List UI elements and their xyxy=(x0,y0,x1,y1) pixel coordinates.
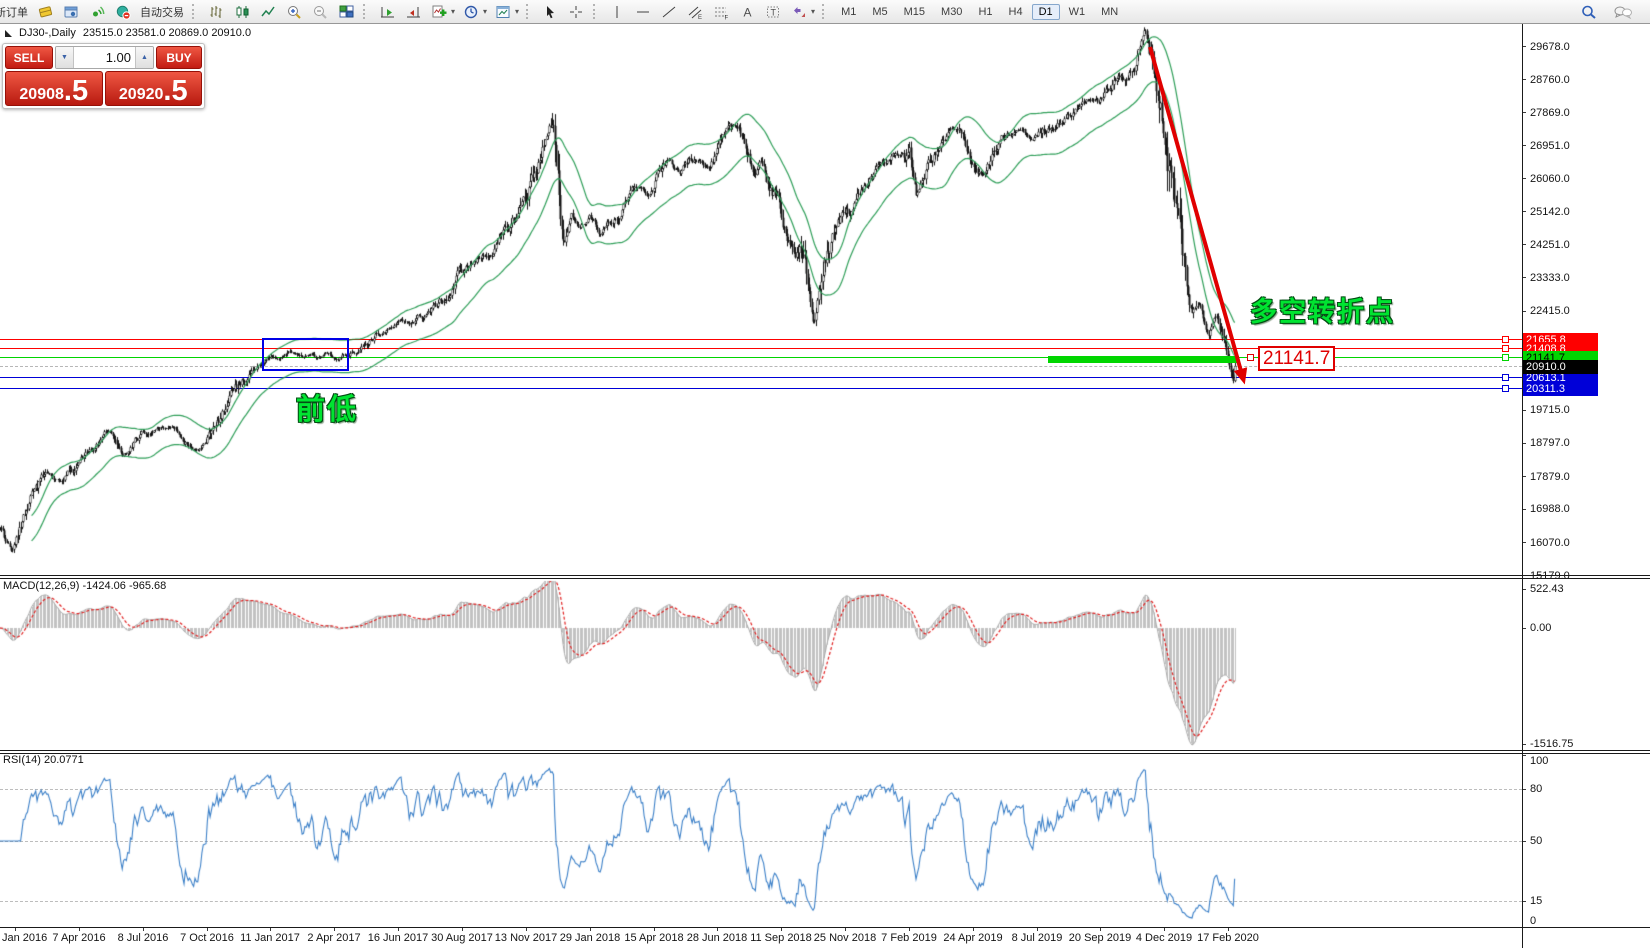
tile-windows-icon[interactable] xyxy=(334,2,358,22)
timeframe-m30[interactable]: M30 xyxy=(941,5,963,18)
sell-button[interactable]: SELL xyxy=(5,46,53,69)
chart-shift-icon[interactable] xyxy=(401,2,425,22)
channel-tool-icon[interactable]: E xyxy=(683,2,707,22)
svg-text:F: F xyxy=(724,15,728,20)
symbol-icon xyxy=(5,29,12,37)
volume-increase-button[interactable]: ▲ xyxy=(135,47,153,68)
auto-scroll-icon[interactable] xyxy=(375,2,399,22)
bid-frac: .5 xyxy=(63,75,89,108)
timeframe-d1[interactable]: D1 xyxy=(1031,3,1060,20)
text-label-tool-icon[interactable]: T xyxy=(761,2,785,22)
new-order-button[interactable]: 新订单 xyxy=(0,6,28,19)
trendline-tool-icon[interactable] xyxy=(657,2,681,22)
add-indicator-icon[interactable] xyxy=(427,2,451,22)
timeframe-mn[interactable]: MN xyxy=(1101,5,1119,18)
navigator-icon[interactable] xyxy=(59,2,83,22)
svg-text:E: E xyxy=(698,15,702,20)
bid-quote[interactable]: 20908 .5 xyxy=(5,71,103,106)
chart-title: DJ30-,Daily 23515.0 23581.0 20869.0 2091… xyxy=(5,27,251,39)
zoom-out-icon[interactable] xyxy=(308,2,332,22)
search-icon[interactable] xyxy=(1577,2,1601,22)
ask-quote[interactable]: 20920 .5 xyxy=(104,71,202,108)
svg-text:A: A xyxy=(743,5,751,19)
bar-chart-icon[interactable] xyxy=(204,2,228,22)
fibonacci-tool-icon[interactable]: F xyxy=(709,2,733,22)
main-toolbar: 新订单 自动交易 ▾ ▾ ▾ E F A T ▾ M1 M5 M15 M30 H1 H4 D… xyxy=(0,0,1650,24)
arrows-tool-icon[interactable] xyxy=(787,2,811,22)
volume-decrease-button[interactable]: ▼ xyxy=(56,47,74,68)
panel-separator[interactable] xyxy=(0,753,1650,754)
vertical-line-tool-icon[interactable] xyxy=(605,2,629,22)
terminal-signal-icon[interactable] xyxy=(85,2,109,22)
line-chart-icon[interactable] xyxy=(256,2,280,22)
rsi-label: RSI(14) 20.0771 xyxy=(3,754,84,766)
one-click-trading-panel: SELL ▼ 1.00 ▲ BUY 20908 .5 20920 .5 xyxy=(2,43,205,109)
volume-stepper: ▼ 1.00 ▲ xyxy=(55,46,154,69)
horizontal-line-tool-icon[interactable] xyxy=(631,2,655,22)
text-tool-icon[interactable]: A xyxy=(735,2,759,22)
panel-separator[interactable] xyxy=(0,575,1650,576)
toolbar-grip xyxy=(593,4,598,19)
panel-separator[interactable] xyxy=(0,750,1650,751)
chevron-down-icon[interactable]: ▾ xyxy=(451,7,456,16)
time-axis-line xyxy=(0,927,1650,928)
periods-clock-icon[interactable] xyxy=(459,2,483,22)
toolbar-grip xyxy=(192,4,197,19)
crosshair-icon[interactable] xyxy=(564,2,588,22)
timeframe-m5[interactable]: M5 xyxy=(872,5,888,18)
chevron-down-icon[interactable]: ▾ xyxy=(483,7,488,16)
toolbar-grip xyxy=(363,4,368,19)
price-axis-line[interactable] xyxy=(1522,23,1523,948)
timeframe-h4[interactable]: H4 xyxy=(1008,5,1023,18)
market-watch-icon[interactable] xyxy=(33,2,57,22)
timeframe-m15[interactable]: M15 xyxy=(903,5,926,18)
macd-label: MACD(12,26,9) -1424.06 -965.68 xyxy=(3,580,167,592)
template-icon[interactable] xyxy=(491,2,515,22)
timeframe-group: M1 M5 M15 M30 H1 H4 D1 W1 MN xyxy=(833,3,1126,20)
candlestick-chart-icon[interactable] xyxy=(230,2,254,22)
auto-trading-icon[interactable] xyxy=(111,2,135,22)
toolbar-grip xyxy=(822,4,827,19)
toolbar-grip xyxy=(526,4,531,19)
ask-frac: .5 xyxy=(163,75,188,108)
timeframe-m1[interactable]: M1 xyxy=(841,5,857,18)
bid-main: 20908 xyxy=(19,85,64,103)
timeframe-w1[interactable]: W1 xyxy=(1068,5,1086,18)
svg-text:T: T xyxy=(770,7,776,17)
buy-button[interactable]: BUY xyxy=(156,46,202,69)
volume-input[interactable]: 1.00 xyxy=(105,50,131,65)
panel-separator[interactable] xyxy=(0,578,1650,579)
symbol-ohlc: 23515.0 23581.0 20869.0 20910.0 xyxy=(82,27,252,39)
chat-icon[interactable] xyxy=(1611,2,1635,22)
symbol-period: DJ30-,Daily xyxy=(19,27,76,39)
ask-main: 20920 xyxy=(118,85,164,103)
chevron-down-icon[interactable]: ▾ xyxy=(515,7,520,16)
zoom-in-icon[interactable] xyxy=(282,2,306,22)
timeframe-h1[interactable]: H1 xyxy=(978,5,993,18)
cursor-icon[interactable] xyxy=(538,2,562,22)
chevron-down-icon[interactable]: ▾ xyxy=(811,7,816,16)
auto-trading-button[interactable]: 自动交易 xyxy=(140,6,184,19)
